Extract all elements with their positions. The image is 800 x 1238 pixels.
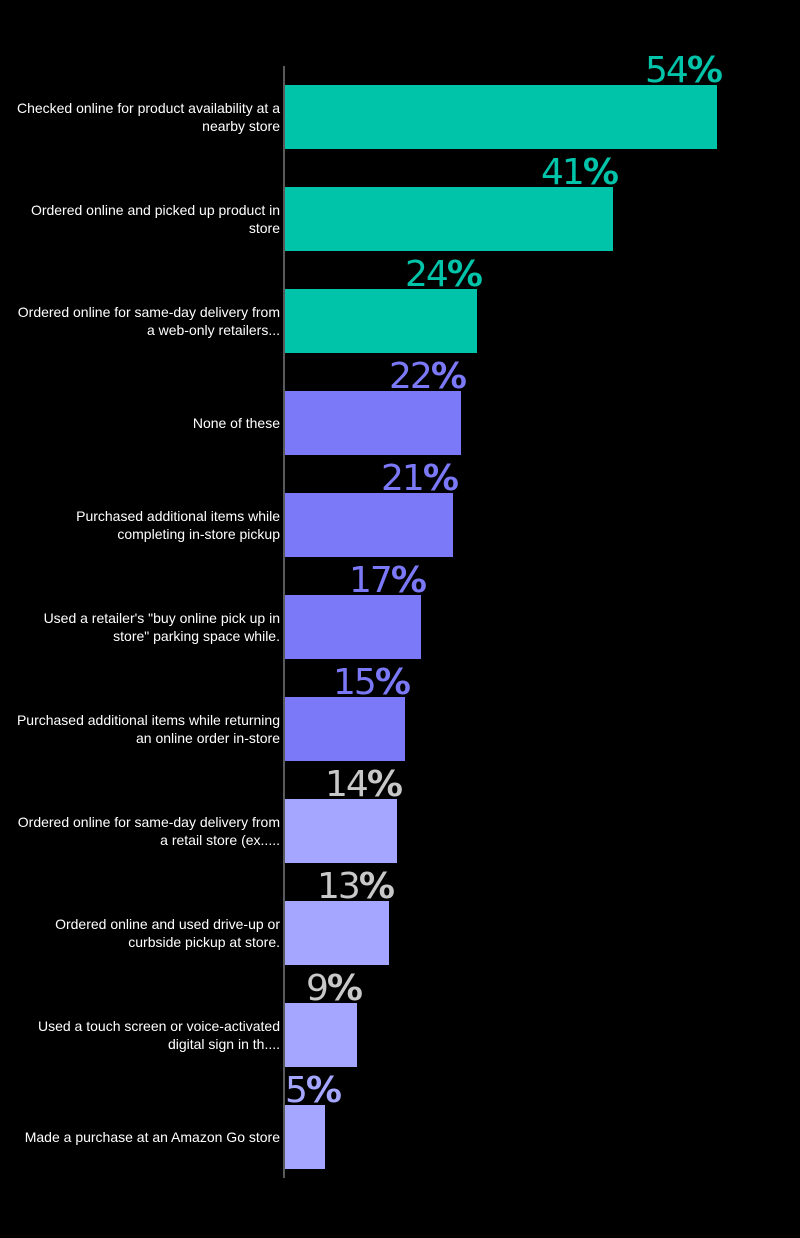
- percent-sign: %: [582, 152, 619, 193]
- bar: [285, 595, 421, 659]
- bar: [285, 85, 717, 149]
- percent-sign: %: [390, 560, 427, 601]
- percent-sign: %: [366, 764, 403, 805]
- bar: [285, 1105, 325, 1169]
- category-label: Purchased additional items while complet…: [76, 508, 280, 542]
- value-label: 41%: [541, 152, 619, 193]
- value-number: 22: [389, 356, 433, 397]
- bar-row: Checked online for product availability …: [0, 51, 800, 149]
- bar: [285, 289, 477, 353]
- value-number: 24: [405, 254, 449, 295]
- value-number: 17: [349, 560, 393, 601]
- value-number: 13: [317, 866, 361, 907]
- value-label: 21%: [381, 458, 459, 499]
- bar-row: Ordered online and used drive-up or curb…: [0, 867, 800, 965]
- bar-row: Ordered online and picked up product in …: [0, 153, 800, 251]
- value-number: 21: [381, 458, 425, 499]
- category-label: Ordered online and picked up product in …: [30, 202, 280, 236]
- bar: [285, 493, 453, 557]
- value-label: 9%: [306, 968, 363, 1009]
- category-label: Ordered online and used drive-up or curb…: [55, 916, 280, 950]
- percent-sign: %: [446, 254, 483, 295]
- bar: [285, 187, 613, 251]
- percent-sign: %: [686, 50, 723, 91]
- bar-row: Used a touch screen or voice-activated d…: [0, 969, 800, 1067]
- value-number: 9: [306, 968, 329, 1009]
- percent-sign: %: [374, 662, 411, 703]
- value-number: 5: [285, 1070, 308, 1111]
- category-label: Ordered online for same-day delivery fro…: [17, 304, 280, 338]
- bar-row: Made a purchase at an Amazon Go store 5%: [0, 1071, 800, 1169]
- percent-sign: %: [326, 968, 363, 1009]
- percent-sign: %: [358, 866, 395, 907]
- bar: [285, 391, 461, 455]
- value-label: 15%: [333, 662, 411, 703]
- percent-sign: %: [430, 356, 467, 397]
- category-label: Used a touch screen or voice-activated d…: [37, 1018, 280, 1052]
- category-label: Made a purchase at an Amazon Go store: [24, 1129, 280, 1145]
- category-label: Purchased additional items while returni…: [16, 712, 280, 746]
- bar: [285, 901, 389, 965]
- bar: [285, 697, 405, 761]
- value-label: 17%: [349, 560, 427, 601]
- value-label: 54%: [645, 50, 723, 91]
- value-number: 54: [645, 50, 689, 91]
- value-number: 14: [325, 764, 369, 805]
- bar-row: Purchased additional items while returni…: [0, 663, 800, 761]
- percent-sign: %: [305, 1070, 342, 1111]
- bar-row: Ordered online for same-day delivery fro…: [0, 255, 800, 353]
- category-label: Checked online for product availability …: [16, 100, 280, 134]
- bar-row: Purchased additional items while complet…: [0, 459, 800, 557]
- value-label: 14%: [325, 764, 403, 805]
- y-axis-line: [283, 66, 285, 1178]
- value-label: 24%: [405, 254, 483, 295]
- percent-sign: %: [422, 458, 459, 499]
- bar: [285, 1003, 357, 1067]
- value-label: 22%: [389, 356, 467, 397]
- value-label: 5%: [285, 1070, 342, 1111]
- bar-row: None of these 22%: [0, 357, 800, 455]
- value-number: 15: [333, 662, 377, 703]
- value-number: 41: [541, 152, 585, 193]
- category-label: Used a retailer's "buy online pick up in…: [43, 610, 280, 644]
- value-label: 13%: [317, 866, 395, 907]
- bar-row: Used a retailer's "buy online pick up in…: [0, 561, 800, 659]
- category-label: Ordered online for same-day delivery fro…: [17, 814, 280, 848]
- bar: [285, 799, 397, 863]
- category-label: None of these: [192, 415, 280, 431]
- bar-row: Ordered online for same-day delivery fro…: [0, 765, 800, 863]
